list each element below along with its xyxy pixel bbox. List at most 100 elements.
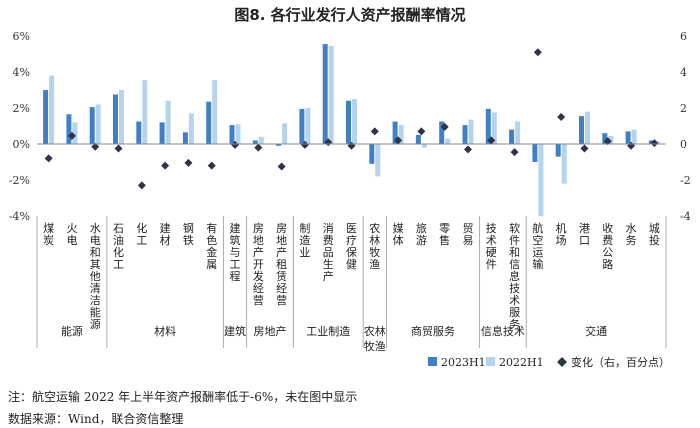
category-label: 媒体: [393, 222, 404, 247]
bar-2023h1: [439, 121, 445, 144]
change-marker: [207, 161, 216, 170]
bar-2023h1: [322, 44, 328, 144]
bar-2023h1: [299, 108, 305, 144]
change-marker: [580, 144, 589, 153]
group-label: 商贸服务: [411, 324, 455, 338]
bar-2023h1: [206, 101, 212, 144]
bar-2023h1: [89, 107, 95, 144]
legend-swatch: [557, 357, 567, 367]
bar-2023h1: [136, 121, 142, 144]
change-marker: [300, 140, 309, 149]
category-label: 机场: [556, 221, 567, 247]
bar-2023h1: [346, 100, 351, 144]
y-left-tick-label: -2%: [9, 174, 30, 187]
bar-2022h1: [468, 119, 474, 144]
group-label: 能源: [61, 324, 83, 338]
bar-2023h1: [66, 114, 72, 144]
bar-2022h1: [538, 144, 544, 216]
category-label: 化工: [136, 221, 147, 247]
bar-2023h1: [369, 144, 375, 164]
change-marker: [277, 162, 286, 171]
bar-2022h1: [235, 124, 241, 144]
category-label: 消费品生产: [323, 221, 334, 283]
y-right-tick-label: -4: [680, 210, 691, 223]
bar-2022h1: [49, 75, 55, 144]
category-label: 技术硬件: [486, 222, 497, 271]
y-left-tick-label: 2%: [13, 102, 30, 115]
bar-2022h1: [212, 80, 218, 144]
bar-2023h1: [113, 94, 118, 144]
category-label: 水务: [626, 222, 637, 247]
bar-2022h1: [445, 138, 451, 144]
chart-title: 图8. 各行业发行人资产报酬率情况: [234, 6, 466, 24]
change-marker: [67, 131, 76, 140]
bar-2022h1: [631, 129, 637, 144]
bar-2022h1: [328, 45, 334, 144]
labels-layer: 煤炭火电水电和其他清洁能源石油化工化工建材钢铁有色金属建筑与工程房地产开发经营房…: [43, 221, 660, 353]
bar-2022h1: [608, 135, 614, 144]
category-label: 贸易: [462, 222, 473, 247]
change-marker: [603, 137, 612, 146]
category-label: 石油化工: [113, 222, 124, 271]
bar-2023h1: [555, 144, 561, 157]
bar-2022h1: [72, 122, 78, 144]
bar-2022h1: [421, 144, 427, 148]
bar-2022h1: [585, 111, 590, 144]
change-marker: [394, 136, 403, 145]
category-label: 医疗保健: [346, 222, 357, 271]
bar-2022h1: [398, 125, 404, 144]
bar-2022h1: [305, 108, 311, 144]
bar-2023h1: [509, 129, 515, 144]
change-marker: [510, 148, 519, 157]
y-left-tick-label: 0%: [13, 138, 30, 151]
bars-layer: [43, 44, 660, 216]
change-marker: [184, 158, 193, 167]
change-marker: [557, 113, 566, 121]
category-label: 有色金属: [206, 221, 217, 271]
category-label: 水电和其他清洁能源: [90, 222, 101, 331]
bar-2022h1: [119, 90, 124, 144]
category-label: 城投: [649, 222, 660, 247]
group-label: 信息技术: [481, 324, 525, 338]
y-right-tick-label: -2: [680, 174, 691, 187]
group-label: 农林牧渔: [364, 324, 386, 353]
bar-2023h1: [462, 125, 468, 144]
grid-layer: [36, 216, 667, 348]
legend-label: 2022H1: [499, 356, 544, 369]
category-label: 建材: [160, 221, 171, 247]
change-marker: [91, 142, 100, 151]
bar-2022h1: [188, 113, 194, 144]
legend-label: 2023H1: [441, 356, 486, 369]
legend-swatch: [428, 357, 437, 366]
category-label: 航空运输: [532, 221, 543, 271]
category-label: 钢铁: [183, 222, 194, 247]
bar-2023h1: [43, 90, 49, 144]
category-label: 软件和信息技术服务: [509, 221, 520, 331]
category-label: 农林牧渔: [369, 221, 380, 271]
bar-2023h1: [625, 131, 631, 144]
category-label: 建筑与工程: [230, 221, 241, 283]
group-label: 工业制造: [306, 324, 350, 338]
group-label: 建筑: [224, 324, 246, 338]
bar-2023h1: [392, 121, 398, 144]
change-marker: [114, 144, 123, 153]
change-marker: [231, 140, 240, 149]
bar-2023h1: [276, 144, 282, 146]
category-label: 收费公路: [602, 221, 613, 271]
legend-label: 变化（右，百分点）: [571, 355, 670, 369]
category-label: 房地产开发经营: [253, 222, 264, 307]
category-label: 零售: [439, 222, 450, 247]
change-marker: [487, 136, 496, 145]
bar-2023h1: [579, 116, 584, 144]
category-label: 制造业: [299, 222, 310, 259]
bar-2022h1: [282, 123, 288, 144]
legend-swatch: [486, 357, 495, 366]
bar-2023h1: [252, 140, 258, 144]
y-left-tick-label: 4%: [13, 66, 30, 79]
category-label: 煤炭: [43, 222, 54, 247]
bar-2022h1: [165, 100, 171, 144]
bar-2022h1: [142, 80, 148, 144]
change-marker: [44, 154, 53, 163]
y-right-tick-label: 0: [680, 138, 687, 151]
